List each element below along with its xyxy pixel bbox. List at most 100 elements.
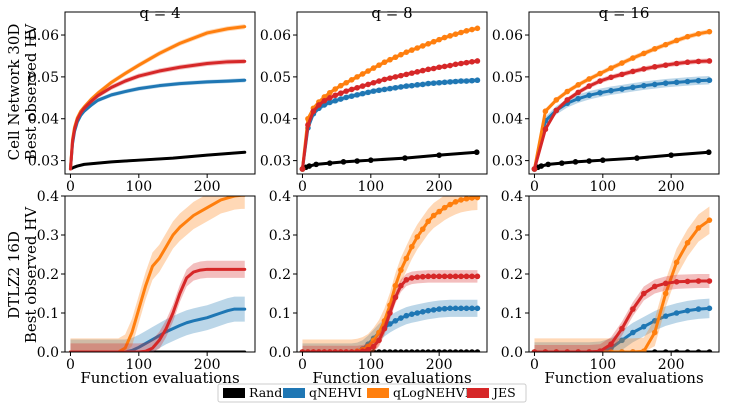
legend-label-qlognehvi: qLogNEHVI [393,385,470,400]
panel-r1-c3-point-jes [553,107,560,114]
panel-r2-c3-xtick-label: 0 [530,357,539,373]
panel-r2-c3-xtick-label: 100 [589,357,616,373]
panel-r1-c1-plot-area [68,24,247,172]
panel-r1-c3-point-qlognehvi [706,28,713,35]
panel-r1-c2-point-qlognehvi [332,86,339,92]
panel-r1-c3-point-rand [668,152,674,158]
panel-r2-c3-point-jes [553,349,560,352]
panel-r1-c3-point-jes [575,89,582,96]
panel-r2-c2-point-qlognehvi [403,255,410,262]
panel-r1-c2-point-jes [316,102,322,108]
panel-r2-c3-plot-area [531,206,713,352]
panel-r1-c2-point-rand [306,163,313,169]
panel-r1-c2-point-qlognehvi [392,54,399,61]
panel-r1-c3-point-jes [542,126,549,133]
panel-r2-c2-point-qlognehvi [469,196,475,201]
panel-r1-c3-plot-area [531,28,713,174]
panel-r1-c3-point-qlognehvi [630,55,636,61]
panel-r1-c2-point-jes [430,65,437,72]
panel-r1-c2-point-qlognehvi [381,59,388,66]
panel-r1-c3-point-jes [651,64,658,70]
panel-r2-c2-xtick-label: 100 [357,357,384,373]
panel-r1-c3-point-rand [586,158,592,164]
panel-r1-c2-point-qnehvi [398,84,404,90]
panel-r2-c2-point-qnehvi [452,305,459,312]
panel-r2-c2-point-qnehvi [430,307,437,313]
panel-r1-c2-point-qnehvi [436,79,442,86]
panel-r2-c2-point-qlognehvi [425,218,432,225]
panel-r2-c2-point-qlognehvi [392,282,399,289]
panel-r1-c2-point-qnehvi [474,77,481,84]
panel-r1-c2-xtick-label: 0 [298,179,307,195]
panel-r2-c2-point-jes [474,273,481,280]
panel-r1-c2-point-qnehvi [447,79,453,85]
panel-r2-c2-point-jes [430,273,437,280]
panel-r1-c3-point-rand [572,159,579,165]
panel-r1-c2-point-jes [458,60,464,67]
panel-r2-c3-point-jes [597,348,603,352]
panel-r2-c3-point-qnehvi [619,337,625,344]
panel-r2-c2-point-qlognehvi [409,243,415,250]
panel-r2-c2-point-qnehvi [425,307,432,314]
panel-r1-c2-point-jes [474,58,481,64]
panel-r2-c2-point-qlognehvi [458,197,464,203]
panel-r2-c2-point-rand [469,349,475,352]
panel-r2-c3-band-qlognehvi [534,206,710,352]
panel-r2-c3-point-jes [630,306,636,312]
panel-r1-c2-point-jes [419,67,426,74]
panel-r1-c2-point-jes [392,74,399,80]
panel-r2-c2-point-jes [419,273,426,280]
panel-r1-c3-point-qlognehvi [608,65,614,71]
panel-r1-c2-point-jes [321,97,328,104]
x-axis-label-col3: Function evaluations [544,369,703,387]
panel-r1-c2-point-jes [337,90,344,97]
panel-r2-c1-line-qlognehvi [68,196,247,352]
panel-r2-c3-point-rand [662,349,669,352]
panel-r1-c2-point-qlognehvi [343,79,350,86]
panel-r1-c3-point-jes [630,68,636,75]
panel-r1-c3-ytick-label: 0.04 [492,112,523,128]
panel-r2-c2-point-rand [387,349,393,352]
panel-r1-c2-point-qnehvi [365,89,371,96]
panel-r1-c2-point-qlognehvi [348,77,355,83]
panel-r1-c1-ytick-label: 0.03 [28,154,59,170]
panel-r2-c1-band-qnehvi [70,296,245,352]
panel-r2-c3-point-jes [662,280,669,287]
panel-r1-c2-point-qlognehvi [370,65,377,71]
panel-r2-c2-point-qlognehvi [474,196,481,201]
panel-r1-c1-ytick-label: 0.04 [28,112,59,128]
panel-r2-c2-point-qnehvi [387,321,393,327]
panel-r1-c2-point-jes [376,78,382,84]
panel-r2-c2-point-jes [403,277,410,283]
panel-r1-c3-ytick-label: 0.03 [492,154,523,170]
panel-r2-c2-point-jes [310,349,317,352]
panel-r1-c2-xtick-label: 200 [426,179,453,195]
panel-r2-c3-point-jes [706,278,713,284]
panel-r2-c2-point-rand [409,349,415,352]
panel-r1-c3-point-rand [634,155,640,161]
panel-r2-c2-point-qlognehvi [447,201,453,208]
panel-r2-c2-point-jes [316,349,322,352]
panel-r1-c2-point-qlognehvi [359,71,366,77]
panel-r1-c3-frame [528,11,720,175]
panel-r1-c1-ytick-label: 0.06 [28,28,59,44]
panel-r2-c2-point-qlognehvi [419,226,426,232]
panel-r1-c2-point-rand [313,161,319,168]
panel-r2-c3-point-qnehvi [662,313,669,319]
panel-r2-c3-point-jes [586,349,592,352]
panel-r2-c2-ytick-label: 0.4 [269,189,291,205]
panel-r1-c2-point-jes [414,69,421,75]
panel-r1-c2-point-qlognehvi [387,56,393,63]
panel-r2-c3-xtick-label: 200 [658,357,685,373]
panel-r2-c2-plot-area [299,196,481,352]
panel-r1-c2-point-qnehvi [359,90,366,97]
panel-r1-c3-point-jes [608,74,614,81]
panel-r1-c3-point-jes [586,83,592,89]
panel-r1-c2-point-qlognehvi [409,47,415,53]
panel-r1-c3-point-jes [706,58,713,64]
panel-r2-c2-point-jes [381,325,388,332]
panel-r1-c2-point-jes [441,63,448,70]
panel-r2-c1-ytick-label: 0.1 [37,306,59,322]
panel-r2-c2-point-jes [299,349,306,352]
panel-r2-c2-point-rand [419,349,426,352]
